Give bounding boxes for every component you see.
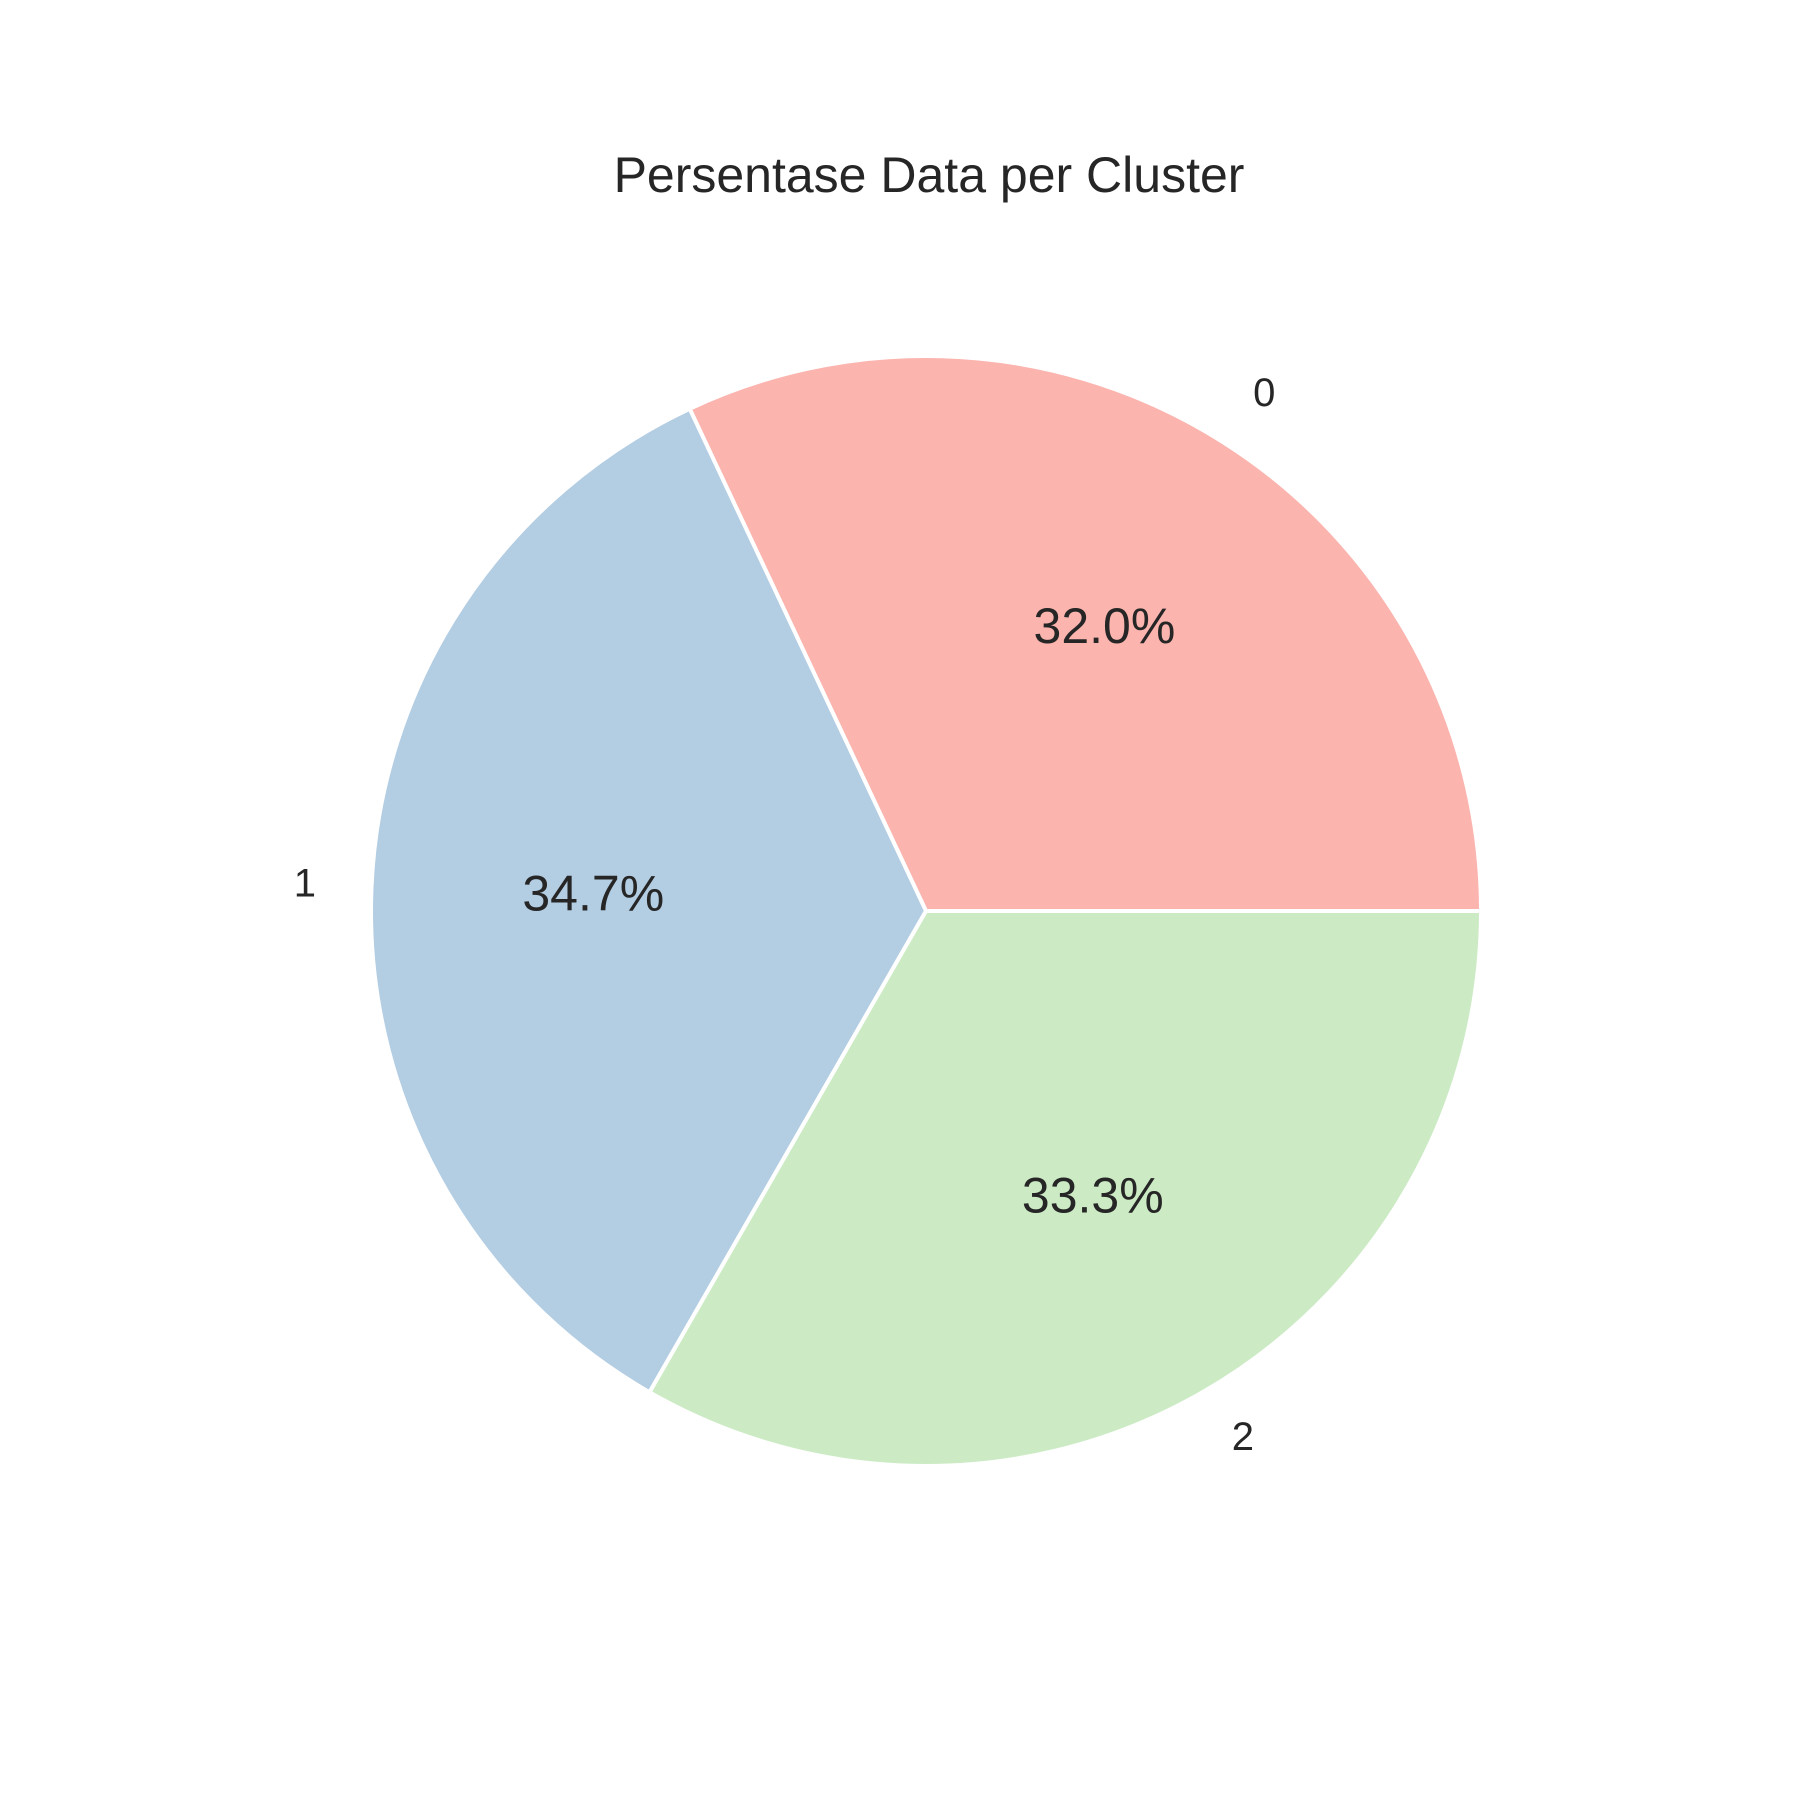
pie-slice-1 (369, 406, 929, 1395)
pie-labels: 0 32.0% 1 34.7% 2 33.3% (294, 371, 1276, 1459)
slice-label-1: 1 (294, 862, 316, 906)
pct-label-2: 33.3% (1022, 1167, 1164, 1223)
chart-title: Persentase Data per Cluster (614, 147, 1245, 203)
pie-slice-2 (646, 909, 1484, 1468)
pie-slice-0 (687, 354, 1484, 913)
pct-label-0: 32.0% (1034, 598, 1176, 654)
pct-label-1: 34.7% (522, 866, 664, 922)
slice-label-0: 0 (1253, 371, 1275, 415)
slice-label-2: 2 (1232, 1415, 1254, 1459)
pie-slices (369, 354, 1484, 1468)
